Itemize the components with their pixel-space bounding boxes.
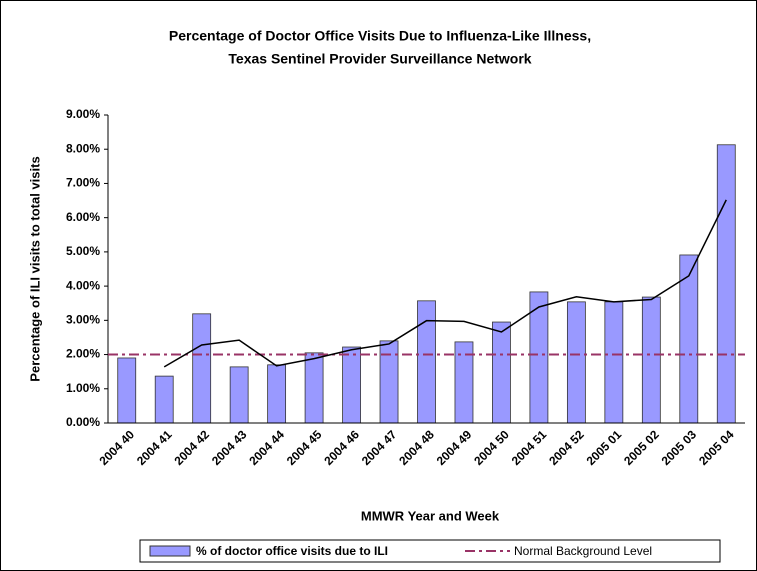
- y-tick-label: 0.00%: [66, 415, 100, 429]
- legend-label: Normal Background Level: [514, 544, 652, 558]
- y-tick-label: 2.00%: [66, 347, 100, 361]
- y-tick-label: 3.00%: [66, 313, 100, 327]
- bar: [154, 375, 174, 424]
- bar: [192, 313, 212, 424]
- y-tick-label: 8.00%: [66, 141, 100, 155]
- trend-line: [163, 199, 727, 368]
- chart-title: Percentage of Doctor Office Visits Due t…: [169, 28, 591, 44]
- bar: [229, 366, 249, 424]
- legend-box: [139, 539, 721, 563]
- bar: [716, 144, 736, 424]
- y-tick-label: 4.00%: [66, 278, 100, 292]
- bar: [417, 300, 436, 424]
- bar: [379, 340, 399, 424]
- bar: [604, 301, 624, 424]
- y-tick-label: 6.00%: [66, 210, 100, 224]
- chart-subtitle: Texas Sentinel Provider Surveillance Net…: [228, 51, 531, 67]
- bar: [304, 352, 324, 424]
- bar: [342, 346, 361, 424]
- bar: [267, 364, 287, 424]
- y-tick-label: 1.00%: [66, 381, 100, 395]
- bar: [117, 357, 137, 424]
- legend-swatch: [149, 545, 191, 557]
- bar: [566, 301, 586, 424]
- y-axis-title: Percentage of ILI visits to total visits: [27, 156, 42, 381]
- y-tick-label: 7.00%: [66, 176, 100, 190]
- y-tick-label: 9.00%: [66, 107, 100, 121]
- x-axis-title: MMWR Year and Week: [361, 508, 500, 523]
- y-tick-label: 5.00%: [66, 244, 100, 258]
- bar: [641, 296, 661, 424]
- legend-label: % of doctor office visits due to ILI: [196, 544, 388, 558]
- bar: [492, 321, 511, 424]
